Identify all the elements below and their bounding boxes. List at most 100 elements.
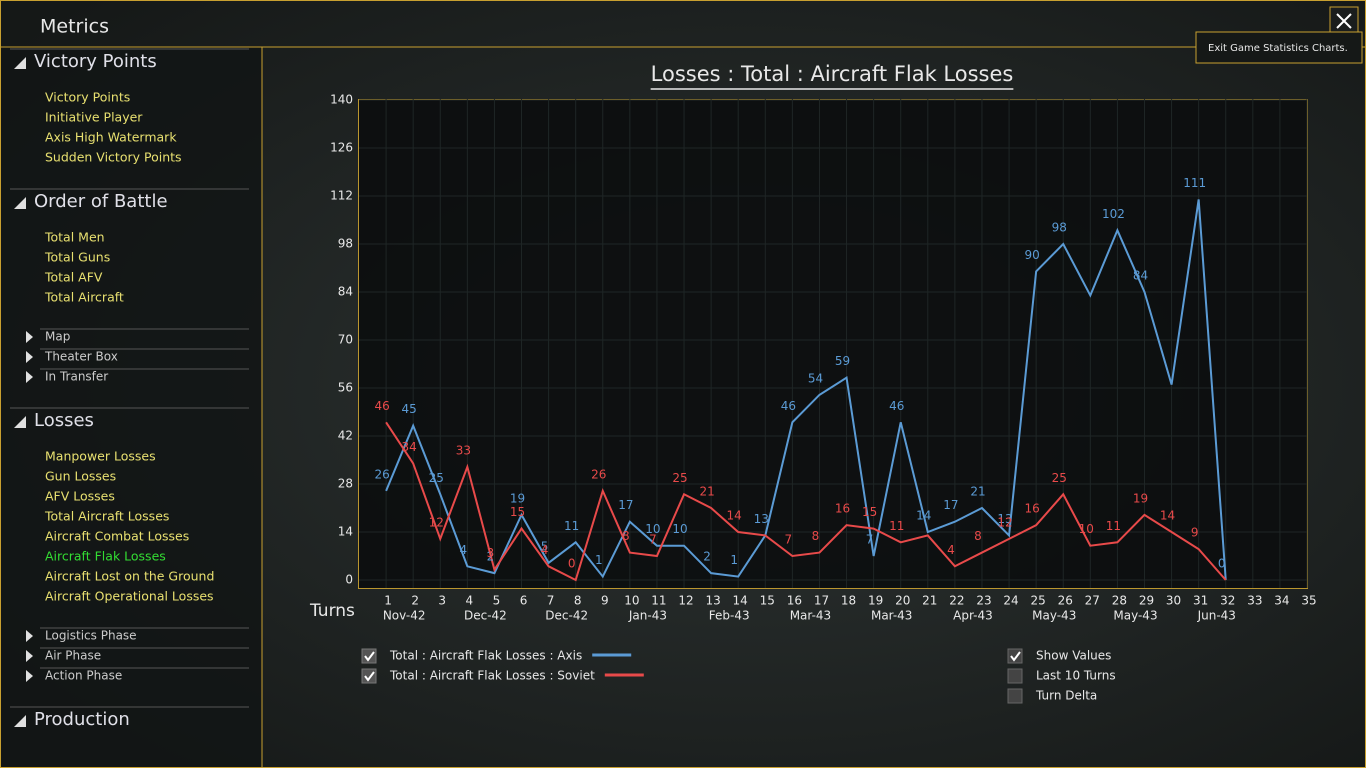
date-label: Mar-43 <box>871 609 912 623</box>
x-tick-label: 17 <box>814 594 829 608</box>
y-tick-label: 112 <box>330 189 353 203</box>
subsection[interactable]: In Transfer <box>45 370 108 384</box>
data-label: 17 <box>618 498 633 512</box>
x-tick-label: 15 <box>760 594 775 608</box>
x-tick-label: 34 <box>1274 594 1289 608</box>
data-label: 25 <box>429 471 444 485</box>
x-tick-label: 11 <box>651 594 666 608</box>
option-checkbox[interactable] <box>1007 648 1023 664</box>
data-label: 10 <box>672 522 687 536</box>
option-checkbox[interactable] <box>1007 668 1023 684</box>
menu-item[interactable]: Total Guns <box>44 250 110 265</box>
close-icon <box>1336 13 1352 29</box>
x-tick-label: 24 <box>1003 594 1018 608</box>
x-tick-label: 16 <box>787 594 802 608</box>
y-tick-label: 140 <box>330 93 353 107</box>
subsection[interactable]: Theater Box <box>44 350 118 364</box>
section-arrow <box>14 197 26 209</box>
data-label: 2 <box>487 550 495 564</box>
menu-item[interactable]: Axis High Watermark <box>45 130 177 145</box>
data-label: 19 <box>510 491 525 505</box>
header-title: Metrics <box>40 16 109 38</box>
data-label: 11 <box>564 519 579 533</box>
x-tick-label: 20 <box>895 594 910 608</box>
section-arrow <box>14 57 26 69</box>
y-tick-label: 0 <box>345 573 353 587</box>
section-title[interactable]: Victory Points <box>34 51 157 72</box>
data-label: 11 <box>889 519 904 533</box>
menu-item[interactable]: Total AFV <box>44 270 103 285</box>
data-label: 33 <box>456 443 471 457</box>
x-tick-label: 2 <box>411 594 419 608</box>
y-tick-label: 70 <box>338 333 353 347</box>
data-label: 10 <box>1079 522 1094 536</box>
check-mark <box>1010 651 1021 662</box>
section-title[interactable]: Production <box>34 709 130 730</box>
option-checkbox[interactable] <box>1007 688 1023 704</box>
x-tick-label: 14 <box>733 594 748 608</box>
legend-label: Total : Aircraft Flak Losses : Soviet <box>389 669 595 683</box>
subsection[interactable]: Air Phase <box>45 649 101 663</box>
data-label: 19 <box>1133 491 1148 505</box>
date-label: May-43 <box>1113 609 1157 623</box>
legend-checkbox[interactable] <box>361 648 377 664</box>
menu-item[interactable]: Victory Points <box>45 90 130 105</box>
menu-item[interactable]: Aircraft Lost on the Ground <box>45 569 214 584</box>
menu-item[interactable]: AFV Losses <box>45 489 115 504</box>
series-line <box>385 199 1227 581</box>
menu-item[interactable]: Total Men <box>44 230 105 245</box>
y-tick-label: 42 <box>338 429 353 443</box>
data-label: 45 <box>402 402 417 416</box>
subsection[interactable]: Action Phase <box>45 669 122 683</box>
date-label: Jan-43 <box>628 609 667 623</box>
data-label: 25 <box>1052 471 1067 485</box>
subsection[interactable]: Map <box>45 330 70 344</box>
x-tick-label: 30 <box>1166 594 1181 608</box>
data-label: 4 <box>947 543 955 557</box>
series-line <box>385 421 1227 582</box>
x-tick-label: 12 <box>678 594 693 608</box>
x-tick-label: 35 <box>1301 594 1316 608</box>
date-label: Nov-42 <box>383 609 426 623</box>
data-label: 14 <box>1160 509 1175 523</box>
subsection[interactable]: Logistics Phase <box>45 629 137 643</box>
y-tick-label: 126 <box>330 141 353 155</box>
section-title[interactable]: Losses <box>34 410 94 431</box>
menu-item[interactable]: Total Aircraft <box>44 290 124 305</box>
data-label: 0 <box>1218 557 1226 571</box>
data-label: 5 <box>541 539 549 553</box>
data-label: 8 <box>812 529 820 543</box>
date-label: Feb-43 <box>709 609 750 623</box>
date-label: Dec-42 <box>464 609 507 623</box>
subsection-arrow <box>26 650 33 662</box>
subsection-arrow <box>26 630 33 642</box>
x-tick-label: 25 <box>1031 594 1046 608</box>
data-label: 25 <box>672 471 687 485</box>
data-label: 26 <box>374 467 389 481</box>
x-tick-label: 5 <box>493 594 501 608</box>
menu-item[interactable]: Manpower Losses <box>45 449 156 464</box>
menu-item[interactable]: Sudden Victory Points <box>45 150 182 165</box>
data-label: 54 <box>808 371 823 385</box>
x-tick-label: 32 <box>1220 594 1235 608</box>
section-arrow <box>14 416 26 428</box>
date-label: Jun-43 <box>1197 609 1236 623</box>
data-label: 0 <box>568 557 576 571</box>
legend-checkbox[interactable] <box>361 668 377 684</box>
menu-item[interactable]: Total Aircraft Losses <box>44 509 169 524</box>
data-label: 12 <box>997 515 1012 529</box>
menu-item[interactable]: Aircraft Operational Losses <box>45 589 214 604</box>
option-label: Show Values <box>1036 649 1111 663</box>
data-label: 46 <box>374 399 389 413</box>
menu-item[interactable]: Aircraft Combat Losses <box>45 529 189 544</box>
subsection-arrow <box>26 670 33 682</box>
menu-item[interactable]: Aircraft Flak Losses <box>45 549 166 564</box>
menu-item[interactable]: Initiative Player <box>45 110 143 125</box>
data-label: 7 <box>785 533 793 547</box>
data-label: 15 <box>862 505 877 519</box>
menu-item[interactable]: Gun Losses <box>45 469 116 484</box>
x-tick-label: 4 <box>466 594 474 608</box>
section-title[interactable]: Order of Battle <box>34 191 168 212</box>
y-tick-label: 98 <box>338 237 353 251</box>
x-tick-label: 22 <box>949 594 964 608</box>
